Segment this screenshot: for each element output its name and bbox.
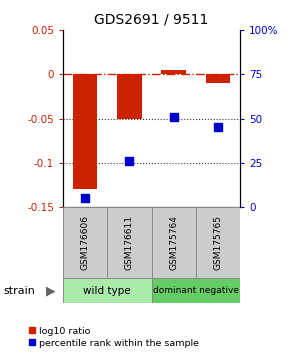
Bar	[152, 278, 240, 303]
Legend: log10 ratio, percentile rank within the sample: log10 ratio, percentile rank within the …	[29, 327, 199, 348]
Title: GDS2691 / 9511: GDS2691 / 9511	[94, 12, 209, 26]
Text: wild type: wild type	[83, 286, 131, 296]
Bar	[161, 70, 186, 74]
Text: GSM175765: GSM175765	[213, 215, 222, 270]
Point	[171, 114, 176, 120]
Point	[215, 125, 220, 130]
Bar	[63, 207, 107, 278]
Bar	[117, 74, 142, 119]
Text: ▶: ▶	[46, 284, 56, 297]
Text: GSM175764: GSM175764	[169, 215, 178, 270]
Bar	[196, 207, 240, 278]
Text: strain: strain	[3, 286, 35, 296]
Bar	[107, 207, 152, 278]
Bar	[152, 207, 196, 278]
Point	[83, 195, 88, 201]
Point	[127, 158, 132, 164]
Bar	[63, 278, 152, 303]
Bar	[206, 74, 230, 83]
Bar	[73, 74, 97, 189]
Text: GSM176606: GSM176606	[81, 215, 90, 270]
Text: GSM176611: GSM176611	[125, 215, 134, 270]
Text: dominant negative: dominant negative	[153, 286, 239, 295]
